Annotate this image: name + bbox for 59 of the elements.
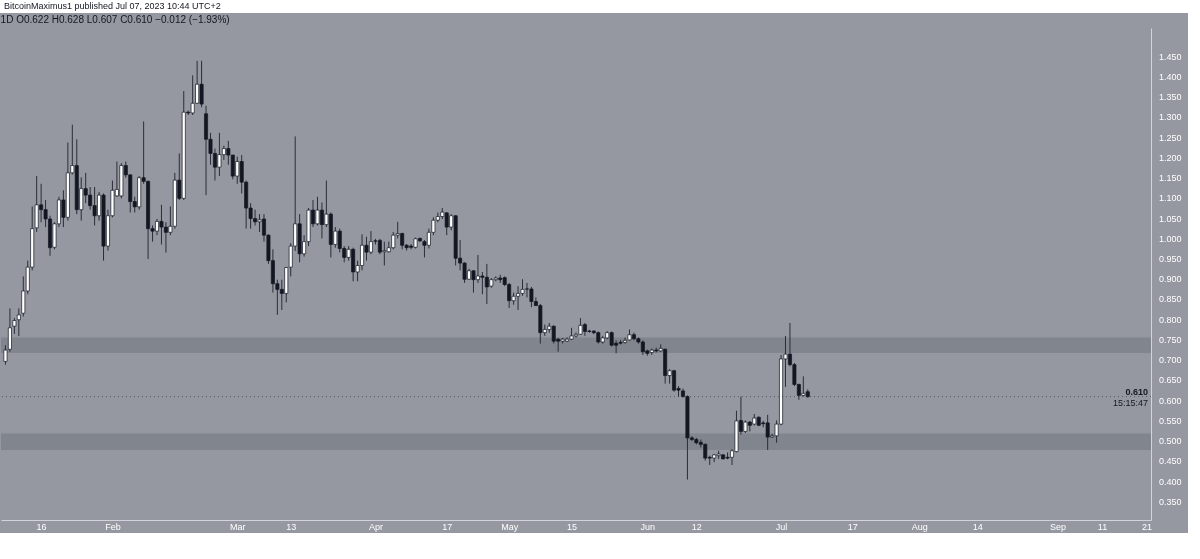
y-tick-label: 1.050 [1159,213,1182,224]
y-tick-label: 1.300 [1159,112,1182,123]
y-tick-label: 1.150 [1159,173,1182,184]
x-tick-label: Mar [229,521,246,532]
candlestick [315,196,320,226]
y-tick-label: 0.500 [1159,436,1182,447]
x-tick-label: 16 [36,521,47,532]
chart-title: 1D O0.622 H0.628 L0.607 C0.610 −0.012 (−1.93%) [0,14,230,25]
x-tick-label: 14 [972,521,983,532]
candlestick [199,60,204,108]
y-tick-label: 0.950 [1159,254,1182,265]
x-tick-label: Jun [640,521,656,532]
candlestick [801,375,806,398]
y-tick-label: 1.450 [1159,51,1182,62]
y-tick-label: 1.350 [1159,92,1182,103]
x-tick-label: Feb [105,521,121,532]
candlestick [235,156,240,185]
y-tick-label: 1.100 [1159,193,1182,204]
x-tick-label: Apr [368,521,383,532]
y-tick-label: 1.200 [1159,152,1182,163]
ref-line-label: 0.610 [1125,386,1148,397]
x-tick-label: May [501,521,519,532]
candlestick [16,307,21,337]
y-tick-label: 0.400 [1159,476,1182,487]
y-tick-label: 0.350 [1159,496,1182,507]
x-tick-label: 12 [691,521,702,532]
candlestick [364,236,369,262]
y-tick-label: 0.600 [1159,395,1182,406]
x-tick-label: Sep [1049,521,1066,532]
y-tick-label: 0.650 [1159,375,1182,386]
y-tick-label: 0.900 [1159,274,1182,285]
y-tick-label: 1.000 [1159,233,1182,244]
y-tick-label: 0.800 [1159,314,1182,325]
x-tick-label: 17 [847,521,858,532]
y-tick-label: 0.700 [1159,355,1182,366]
candlestick [382,241,387,266]
x-tick-label: 17 [442,521,453,532]
candlestick [217,132,222,177]
x-tick-label: 11 [1097,521,1108,532]
y-tick-label: 0.550 [1159,415,1182,426]
annotation: 15:15:47 [1112,397,1148,408]
x-tick-label: Jul [775,521,788,532]
y-tick-label: 1.250 [1159,132,1182,143]
candlestick [190,74,195,116]
text: BitcoinMaximus1 published Jul 07, 2023 10:44 UTC+2 [3,0,222,13]
candlestick [444,211,449,236]
candlestick [551,324,556,345]
y-tick-label: 0.750 [1159,334,1182,345]
candlestick [92,186,97,226]
y-tick-label: 0.850 [1159,294,1182,305]
x-tick-label: 21 [1142,521,1153,532]
x-tick-label: 13 [286,521,297,532]
candlestick [529,286,534,308]
candlestick [765,414,770,451]
candlestick [337,228,342,254]
y-tick-label: 1.400 [1159,71,1182,82]
x-tick-label: 15 [567,521,578,532]
y-tick-label: 0.450 [1159,456,1182,467]
x-tick-label: Aug [911,521,928,532]
